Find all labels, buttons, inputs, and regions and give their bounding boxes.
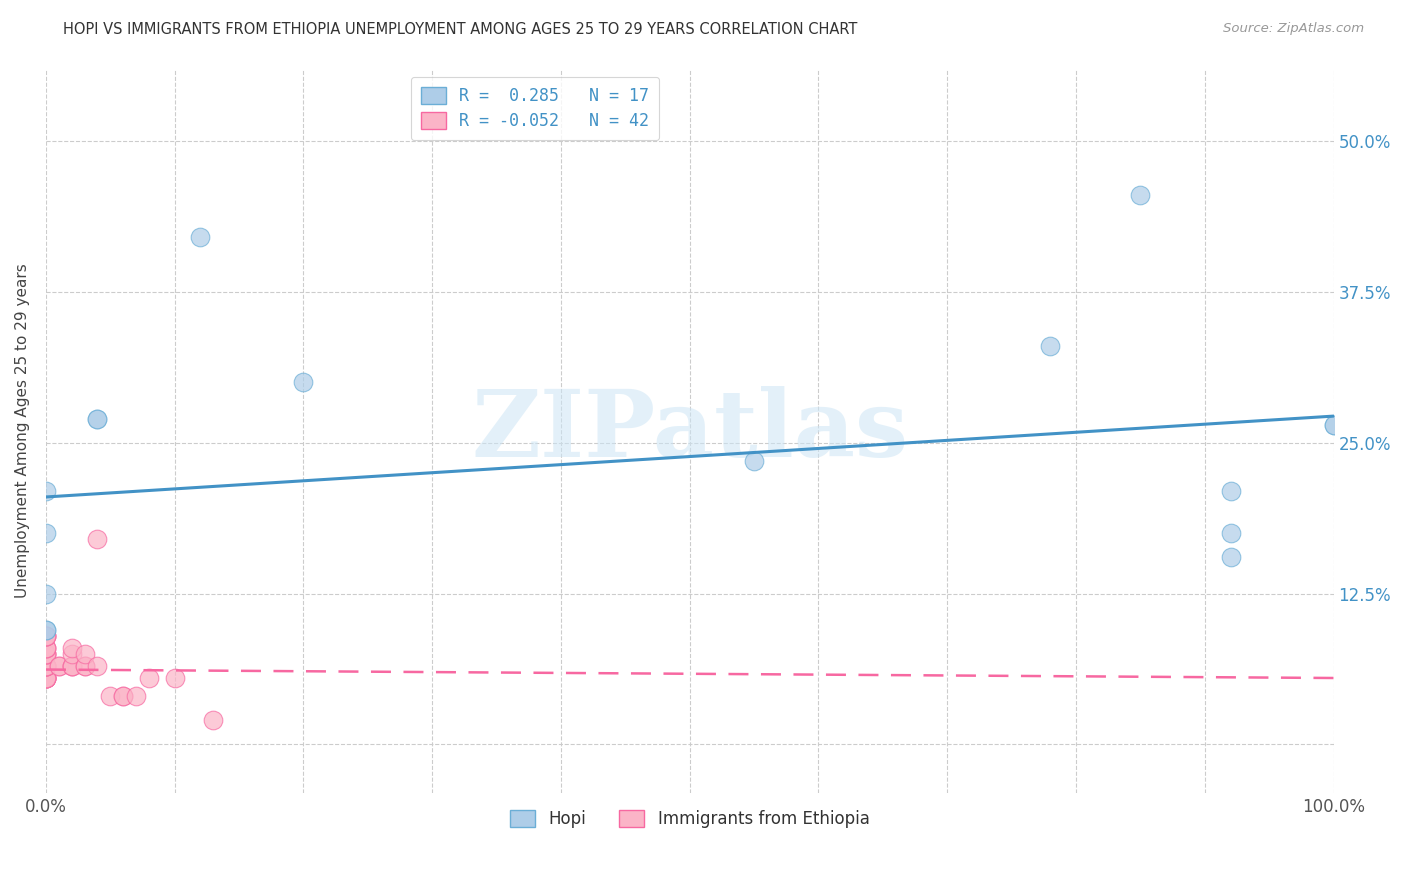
Point — [292, 376, 315, 390]
Point — [60, 659, 83, 673]
Point — [35, 647, 58, 661]
Point — [35, 671, 58, 685]
Point — [73, 659, 96, 673]
Point — [190, 230, 212, 244]
Point — [86, 411, 108, 425]
Point — [112, 689, 135, 703]
Point — [35, 647, 58, 661]
Point — [35, 629, 58, 643]
Point — [1219, 483, 1241, 498]
Point — [35, 659, 58, 673]
Point — [48, 659, 70, 673]
Text: Source: ZipAtlas.com: Source: ZipAtlas.com — [1223, 22, 1364, 36]
Point — [35, 671, 58, 685]
Point — [35, 483, 58, 498]
Point — [112, 689, 135, 703]
Point — [35, 659, 58, 673]
Point — [1322, 417, 1344, 432]
Point — [35, 623, 58, 637]
Point — [73, 647, 96, 661]
Point — [73, 659, 96, 673]
Point — [125, 689, 148, 703]
Legend: Hopi, Immigrants from Ethiopia: Hopi, Immigrants from Ethiopia — [503, 804, 876, 835]
Point — [35, 671, 58, 685]
Point — [35, 629, 58, 643]
Point — [1219, 550, 1241, 565]
Point — [35, 640, 58, 655]
Point — [35, 671, 58, 685]
Point — [138, 671, 160, 685]
Point — [35, 586, 58, 600]
Point — [35, 671, 58, 685]
Point — [35, 629, 58, 643]
Point — [86, 532, 108, 546]
Point — [35, 647, 58, 661]
Point — [35, 659, 58, 673]
Y-axis label: Unemployment Among Ages 25 to 29 years: Unemployment Among Ages 25 to 29 years — [15, 263, 30, 598]
Point — [60, 647, 83, 661]
Point — [35, 640, 58, 655]
Point — [742, 454, 765, 468]
Point — [35, 659, 58, 673]
Point — [202, 713, 225, 727]
Point — [60, 659, 83, 673]
Point — [1039, 339, 1062, 353]
Point — [35, 659, 58, 673]
Text: ZIPatlas: ZIPatlas — [471, 385, 908, 475]
Point — [86, 659, 108, 673]
Point — [1129, 188, 1152, 202]
Point — [48, 659, 70, 673]
Point — [163, 671, 186, 685]
Point — [35, 623, 58, 637]
Point — [35, 671, 58, 685]
Point — [60, 640, 83, 655]
Point — [86, 411, 108, 425]
Point — [35, 671, 58, 685]
Text: HOPI VS IMMIGRANTS FROM ETHIOPIA UNEMPLOYMENT AMONG AGES 25 TO 29 YEARS CORRELAT: HOPI VS IMMIGRANTS FROM ETHIOPIA UNEMPLO… — [63, 22, 858, 37]
Point — [35, 640, 58, 655]
Point — [1219, 526, 1241, 541]
Point — [35, 647, 58, 661]
Point — [35, 629, 58, 643]
Point — [60, 659, 83, 673]
Point — [98, 689, 121, 703]
Point — [1322, 417, 1344, 432]
Point — [35, 526, 58, 541]
